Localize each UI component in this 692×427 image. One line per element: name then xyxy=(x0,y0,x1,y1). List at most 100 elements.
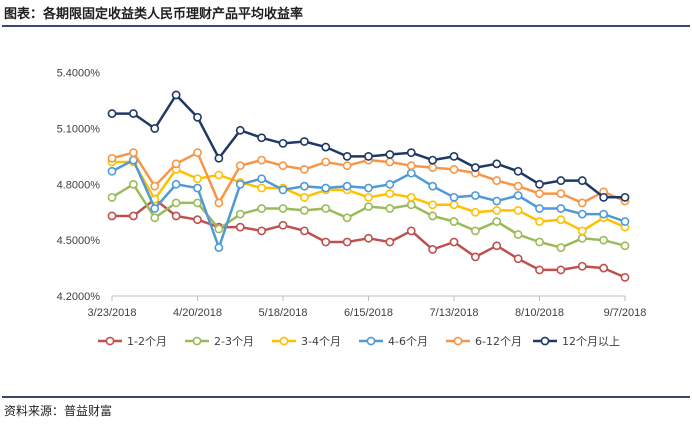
legend-marker xyxy=(105,336,115,346)
series-1-2个月 xyxy=(107,194,630,282)
data-point xyxy=(535,237,544,247)
data-point xyxy=(257,204,267,213)
series-4-6个月 xyxy=(107,155,630,252)
data-point xyxy=(150,213,160,223)
data-point xyxy=(513,205,523,215)
data-point xyxy=(599,209,609,219)
y-tick-label: 5.4000% xyxy=(57,68,101,80)
legend-label: 1-2个月 xyxy=(127,335,167,348)
data-point xyxy=(257,183,267,193)
data-point xyxy=(577,209,587,219)
data-point xyxy=(171,90,181,100)
data-point xyxy=(535,189,544,199)
data-point xyxy=(299,226,309,236)
legend-item: 2-3个月 xyxy=(185,335,254,348)
data-point xyxy=(128,148,138,158)
data-point xyxy=(556,265,566,275)
bottom-divider xyxy=(2,396,690,398)
series-line xyxy=(112,93,625,199)
data-point xyxy=(449,151,459,161)
data-point xyxy=(556,176,566,185)
data-point xyxy=(513,230,523,239)
data-point xyxy=(620,192,630,202)
legend-label: 2-3个月 xyxy=(214,335,254,348)
data-point xyxy=(385,150,395,159)
data-point xyxy=(385,179,395,189)
data-point xyxy=(299,181,309,191)
data-point xyxy=(556,215,566,225)
series-2-3个月 xyxy=(107,179,630,252)
legend-marker xyxy=(279,336,289,346)
data-point xyxy=(193,174,202,184)
data-point xyxy=(406,148,416,158)
x-tick-label: 4/20/2018 xyxy=(173,307,222,319)
data-point xyxy=(257,226,267,236)
data-point xyxy=(577,261,587,271)
data-point xyxy=(342,237,352,247)
data-point xyxy=(470,252,480,262)
data-point xyxy=(364,183,373,193)
legend-marker xyxy=(192,336,202,346)
legend-marker xyxy=(540,336,550,346)
data-point xyxy=(342,181,352,191)
x-tick-label: 9/7/2018 xyxy=(604,307,647,319)
data-point xyxy=(193,112,202,122)
data-point xyxy=(107,109,117,118)
data-point xyxy=(620,241,630,251)
data-point xyxy=(428,155,438,165)
data-point xyxy=(150,204,160,213)
data-point xyxy=(193,148,202,158)
data-point xyxy=(513,191,523,200)
data-point xyxy=(321,183,331,193)
data-point xyxy=(171,198,181,208)
data-point xyxy=(535,265,544,275)
data-point xyxy=(214,153,224,163)
data-point xyxy=(321,237,331,247)
data-point xyxy=(214,198,224,208)
source-note: 资料来源：普益财富 xyxy=(4,404,113,418)
data-point xyxy=(577,233,587,243)
data-point xyxy=(321,142,331,152)
data-point xyxy=(342,161,352,171)
data-point xyxy=(364,192,373,202)
legend-label: 6-12个月 xyxy=(475,335,522,348)
data-point xyxy=(470,207,480,217)
data-point xyxy=(235,209,245,219)
data-point xyxy=(278,185,288,195)
data-point xyxy=(214,224,224,234)
data-point xyxy=(535,217,544,226)
data-point xyxy=(278,220,288,230)
data-point xyxy=(235,179,245,189)
data-point xyxy=(342,151,352,161)
data-point xyxy=(492,159,502,169)
x-tick-label: 6/15/2018 xyxy=(344,307,393,319)
data-point xyxy=(470,163,480,172)
data-point xyxy=(342,213,352,223)
data-point xyxy=(449,192,459,202)
data-point xyxy=(193,198,202,208)
top-divider xyxy=(2,25,690,27)
data-point xyxy=(214,243,224,252)
data-point xyxy=(128,179,138,189)
data-point xyxy=(470,226,480,236)
data-point xyxy=(193,215,202,225)
data-point xyxy=(299,165,309,174)
data-point xyxy=(428,163,438,172)
legend-label: 4-6个月 xyxy=(388,335,428,348)
data-point xyxy=(513,254,523,264)
data-point xyxy=(107,192,117,202)
legend: 1-2个月 2-3个月 3-4个月 4-6个月 6-12个月 12个月以上 xyxy=(98,335,620,348)
data-point xyxy=(492,241,502,251)
data-point xyxy=(235,222,245,232)
data-point xyxy=(620,217,630,226)
legend-marker xyxy=(453,336,463,346)
data-point xyxy=(128,109,138,118)
series-group xyxy=(107,90,630,282)
data-point xyxy=(385,157,395,167)
data-point xyxy=(406,226,416,236)
data-point xyxy=(257,133,267,143)
data-point xyxy=(107,166,117,176)
legend-marker xyxy=(366,336,376,346)
legend-label: 12个月以上 xyxy=(562,335,620,348)
data-point xyxy=(428,181,438,191)
